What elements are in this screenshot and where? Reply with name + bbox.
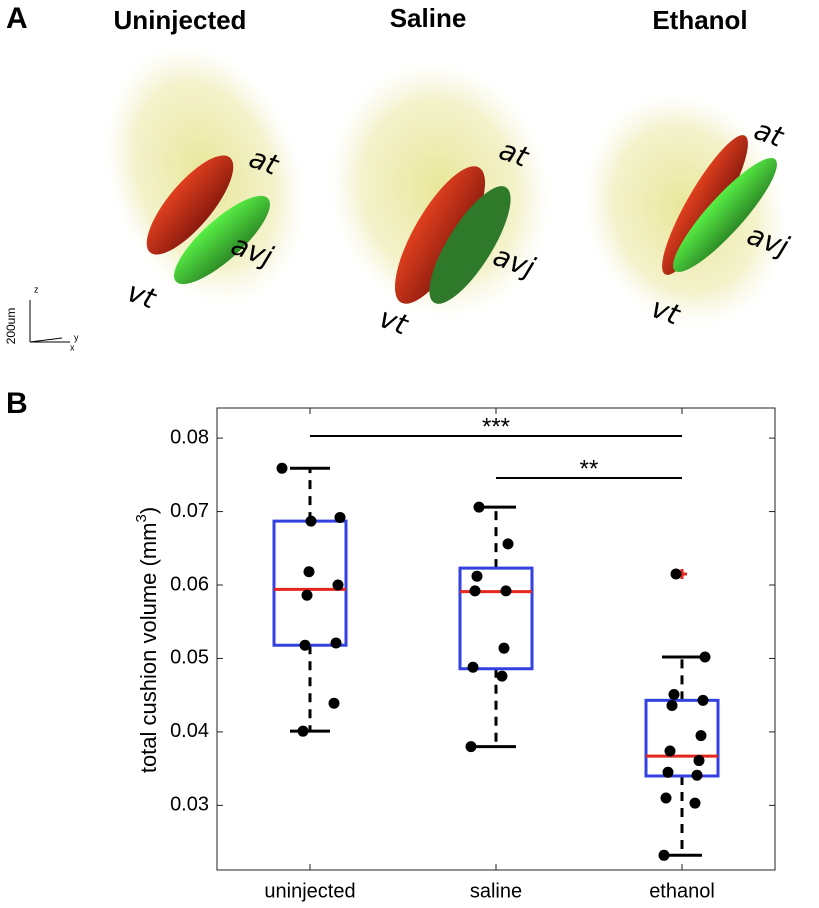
data-point — [301, 589, 313, 601]
data-point — [330, 637, 342, 649]
axis-name: y — [74, 332, 79, 342]
data-point — [334, 511, 346, 523]
panel-title: Uninjected — [114, 5, 247, 35]
data-point — [500, 585, 512, 597]
data-point — [699, 651, 711, 663]
data-point — [664, 745, 676, 757]
data-point — [689, 797, 701, 809]
data-point — [469, 585, 481, 597]
data-point — [658, 849, 670, 861]
data-point — [695, 730, 707, 742]
data-point — [498, 642, 510, 654]
data-point — [666, 699, 678, 711]
panel-title: Ethanol — [652, 5, 747, 35]
x-tick-label: uninjected — [264, 880, 355, 902]
scale-label: 200um — [4, 308, 18, 345]
y-axis-label-text: ) — [136, 507, 161, 514]
data-point — [691, 769, 703, 781]
data-point — [693, 755, 705, 767]
axis-name: z — [34, 284, 39, 294]
rendering: at avj vt — [582, 92, 793, 332]
structure-label: vt — [123, 275, 161, 316]
y-tick-label: 0.05 — [170, 647, 209, 669]
data-point — [297, 725, 309, 737]
y-axis-label: total cushion volume (mm3) — [133, 507, 161, 773]
data-point — [473, 501, 485, 513]
data-point — [303, 566, 315, 578]
panel-label: A — [6, 2, 28, 35]
panel-label: B — [6, 387, 28, 420]
data-point — [305, 515, 317, 527]
y-axis-label-text: total cushion volume (mm — [136, 523, 161, 774]
significance-label: ** — [580, 455, 599, 482]
rendering: at avj vt — [328, 61, 552, 342]
data-point — [299, 639, 311, 651]
x-tick-label: ethanol — [649, 880, 715, 902]
data-point — [670, 568, 682, 580]
y-tick-label: 0.04 — [170, 720, 209, 742]
data-point — [660, 792, 672, 804]
data-point — [465, 741, 477, 753]
axis-name: x — [70, 342, 75, 352]
y-tick-label: 0.07 — [170, 500, 209, 522]
x-tick-label: saline — [470, 880, 522, 902]
rendering: at avj vt — [104, 44, 306, 316]
data-point — [471, 570, 483, 582]
scale-bar: 200um z y x — [4, 284, 79, 352]
data-point — [502, 538, 514, 550]
panel-title: Saline — [390, 3, 467, 33]
data-point — [467, 661, 479, 673]
data-point — [328, 697, 340, 709]
y-tick-label: 0.03 — [170, 794, 209, 816]
box — [644, 698, 720, 778]
data-point — [276, 462, 288, 474]
y-tick-label: 0.06 — [170, 573, 209, 595]
data-point — [332, 579, 344, 591]
data-point — [496, 670, 508, 682]
y-tick-label: 0.08 — [170, 426, 209, 448]
box — [458, 566, 534, 671]
significance-label: *** — [482, 413, 510, 440]
data-point — [697, 694, 709, 706]
data-point — [668, 688, 680, 700]
y-axis-label-sup: 3 — [133, 514, 150, 522]
data-point — [662, 766, 674, 778]
